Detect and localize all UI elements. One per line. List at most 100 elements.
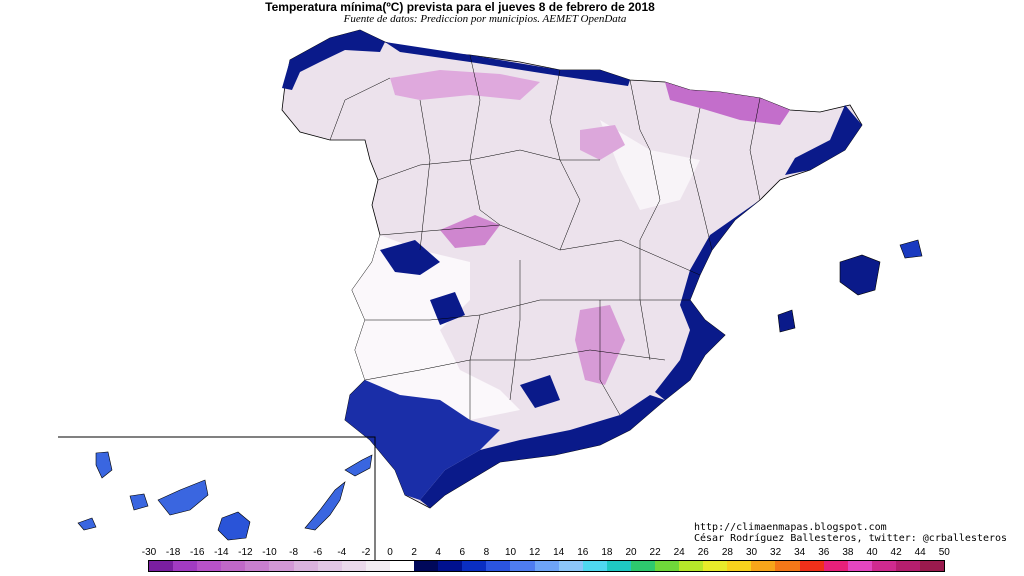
- legend-label: 6: [459, 547, 466, 558]
- legend-swatch: [558, 561, 583, 571]
- legend-label: 24: [673, 547, 685, 558]
- mediterranean-coast: [655, 200, 760, 400]
- blog-credit: http://climaenmapas.blogspot.com: [694, 522, 887, 533]
- central-white-area: [600, 120, 700, 210]
- map-title: Temperatura mínima(ºC) prevista para el …: [265, 0, 655, 14]
- legend-swatch: [365, 561, 390, 571]
- legend-label: 32: [770, 547, 782, 558]
- legend-label: -12: [238, 547, 253, 558]
- legend-label: 50: [938, 547, 950, 558]
- el-hierro: [77, 517, 97, 531]
- province-borders: [329, 54, 761, 420]
- legend-swatch: [654, 561, 680, 571]
- legend-swatch: [221, 561, 246, 571]
- legend-swatch: [582, 561, 607, 571]
- legend-labels: -30 -18 -16 -14 -12 -10 -8 -6 -4 -2 0 2 4 6 8 10 12 14 16 1…: [0, 547, 1024, 559]
- legend-swatch: [197, 561, 222, 571]
- legend-swatch: [871, 561, 896, 571]
- map-subtitle: Fuente de datos: Prediccion por municipi…: [343, 13, 627, 25]
- legend-label: 4: [435, 547, 441, 558]
- legend-swatch: [414, 561, 439, 571]
- legend-swatch: [245, 561, 270, 571]
- legend-label: -10: [262, 547, 277, 558]
- lanzarote: [344, 454, 373, 477]
- legend-color-bar: [148, 560, 946, 572]
- legend-swatch: [317, 561, 342, 571]
- legend-swatch: [462, 561, 487, 571]
- legend-label: 20: [625, 547, 637, 558]
- legend-swatch: [823, 561, 848, 571]
- legend-swatch: [775, 561, 800, 571]
- tenerife: [157, 479, 209, 516]
- legend-label: 30: [745, 547, 758, 558]
- legend-swatch: [727, 561, 752, 571]
- guadalquivir-upper-warm: [520, 375, 560, 408]
- ibiza: [777, 309, 796, 333]
- legend-label: -8: [289, 547, 299, 558]
- catalonia-coast: [785, 105, 862, 175]
- legend-label: 18: [601, 547, 613, 558]
- legend-swatch: [438, 561, 463, 571]
- legend-swatch: [679, 561, 704, 571]
- legend-swatch: [534, 561, 559, 571]
- galicia-coast: [282, 30, 385, 90]
- tagus-valley-warm: [380, 240, 440, 275]
- legend-swatch: [751, 561, 776, 571]
- guadalquivir-warm: [345, 380, 500, 500]
- cantabrian-coast: [385, 42, 630, 86]
- legend-swatch: [630, 561, 655, 571]
- andalusia-south-coast: [420, 395, 665, 508]
- legend-label: 8: [483, 547, 490, 558]
- legend-label: 2: [411, 547, 417, 558]
- western-white-area: [352, 235, 520, 420]
- legend-swatch: [269, 561, 294, 571]
- la-gomera: [129, 493, 149, 511]
- legend-swatch: [389, 561, 415, 571]
- fuerteventura: [304, 481, 346, 531]
- legend-label: 44: [914, 547, 926, 558]
- legend-swatch: [847, 561, 872, 571]
- legend-swatch: [920, 561, 945, 571]
- legend-swatch: [149, 561, 174, 571]
- pyrenees-cold: [665, 82, 790, 125]
- legend-label: -14: [214, 547, 229, 558]
- central-system-cold: [440, 215, 500, 248]
- northern-cold: [390, 70, 540, 100]
- legend-label: 38: [842, 547, 854, 558]
- legend-swatch: [486, 561, 511, 571]
- legend-swatch: [173, 561, 198, 571]
- legend-swatch: [606, 561, 631, 571]
- legend-swatch: [703, 561, 728, 571]
- legend-label: -4: [337, 547, 347, 558]
- legend-label: 22: [649, 547, 661, 558]
- canary-inset-frame: [58, 436, 376, 560]
- legend-label: 0: [387, 547, 393, 558]
- iberico-cold: [580, 125, 625, 160]
- mallorca: [839, 254, 881, 296]
- legend-label: -16: [189, 547, 205, 558]
- legend-label: 28: [721, 547, 733, 558]
- legend-label: -6: [313, 547, 323, 558]
- legend-label: 14: [553, 547, 565, 558]
- legend-label: 34: [794, 547, 806, 558]
- la-palma: [95, 451, 113, 479]
- legend-label: -30: [141, 547, 157, 558]
- legend-label: -2: [361, 547, 371, 558]
- guadiana-warm: [430, 292, 465, 325]
- legend-label: -18: [165, 547, 181, 558]
- legend-label: 12: [529, 547, 541, 558]
- legend-label: 16: [577, 547, 589, 558]
- legend-label: 40: [866, 547, 878, 558]
- menorca: [899, 239, 923, 259]
- author-credit: César Rodríguez Ballesteros, twitter: @c…: [694, 533, 1008, 544]
- legend-label: 42: [890, 547, 902, 558]
- legend-swatch: [510, 561, 535, 571]
- legend-swatch: [341, 561, 366, 571]
- legend-swatch: [895, 561, 920, 571]
- legend-label: 10: [504, 547, 517, 558]
- legend-swatch: [293, 561, 318, 571]
- gran-canaria: [217, 511, 251, 541]
- legend-label: 36: [818, 547, 830, 558]
- legend-swatch: [799, 561, 824, 571]
